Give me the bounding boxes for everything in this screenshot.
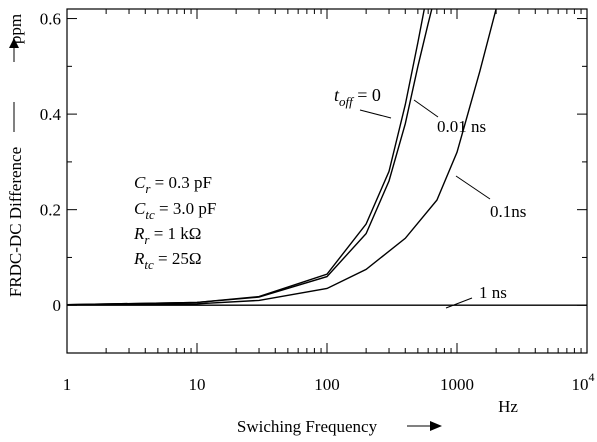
parameter-1: Ctc = 3.0 pF — [134, 199, 216, 222]
x-tick-label: 100 — [314, 375, 340, 394]
parameter-sym: C — [134, 173, 146, 192]
parameter-sym: R — [133, 224, 145, 243]
x-axis-unit: Hz — [498, 397, 518, 416]
parameter-3: Rtc = 25Ω — [133, 249, 202, 272]
parameter-sym: C — [134, 199, 146, 218]
parameter-val: = 0.3 pF — [150, 173, 212, 192]
x-tick-label: 10 — [189, 375, 206, 394]
leader-toff — [359, 109, 392, 119]
y-axis-unit: ppm — [6, 14, 25, 44]
parameter-sub: tc — [145, 207, 155, 222]
series-label-001ns: 0.01 ns — [437, 117, 486, 136]
axes-layer — [9, 8, 588, 431]
y-axis-title: FRDC-DC Difference — [6, 147, 25, 297]
parameter-val: = 3.0 pF — [155, 199, 217, 218]
y-tick-label: 0 — [53, 296, 62, 315]
parameter-sub: r — [145, 181, 151, 196]
series-layer — [67, 9, 587, 306]
series-line-2 — [67, 9, 497, 306]
annotation-toff-base: t — [334, 85, 340, 105]
leader-1ns — [445, 297, 473, 309]
annotation-toff-sub: off — [339, 94, 355, 109]
leader-01ns — [455, 175, 491, 200]
annotation-toff: toff = 0 — [334, 85, 381, 109]
x-tick-label-10k: 104 — [572, 370, 595, 394]
series-label-01ns: 0.1ns — [490, 202, 526, 221]
y-tick-label: 0.2 — [40, 201, 61, 220]
parameter-val: = 1 kΩ — [149, 224, 201, 243]
y-tick-label: 0.6 — [40, 10, 61, 29]
parameter-sym: R — [133, 249, 145, 268]
x-axis-title: Swiching Frequency — [237, 417, 378, 436]
leader-001ns — [413, 99, 439, 118]
x-unit-arrowhead — [430, 421, 442, 431]
x-tick-label-exp: 4 — [589, 370, 595, 384]
parameter-2: Rr = 1 kΩ — [133, 224, 201, 247]
x-tick-label: 1000 — [440, 375, 474, 394]
x-tick-label-base: 10 — [572, 375, 589, 394]
series-line-0 — [67, 9, 425, 306]
parameter-val: = 25Ω — [154, 249, 202, 268]
series-label-1ns: 1 ns — [479, 283, 507, 302]
y-unit-arrowhead — [9, 38, 19, 48]
y-tick-label: 0.4 — [40, 105, 62, 124]
parameter-sub: r — [144, 232, 150, 247]
series-line-1 — [67, 9, 433, 306]
parameter-sub: tc — [144, 257, 154, 272]
parameter-0: Cr = 0.3 pF — [134, 173, 212, 196]
annotation-toff-rest: = 0 — [353, 85, 381, 105]
x-tick-label: 1 — [63, 375, 72, 394]
